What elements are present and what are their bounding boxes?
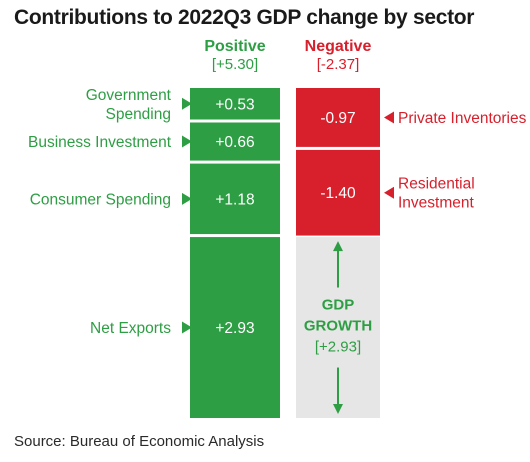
sector-label-private-inventories: Private Inventories	[398, 110, 527, 127]
bar-positive-net-exports	[190, 237, 280, 418]
growth-arrow-up-head	[333, 241, 343, 252]
bar-negative-private-inventories	[296, 88, 380, 147]
source-note: Source: Bureau of Economic Analysis	[14, 433, 265, 450]
positive-total-label: [+5.30]	[211, 56, 259, 73]
sector-label-residential-investment-line1: Residential	[398, 176, 475, 193]
growth-label-line1: GDP	[322, 297, 355, 314]
pointer-residential-investment	[384, 186, 394, 199]
pointer-private-inventories	[384, 111, 394, 124]
value-label-consumer-spending: +1.18	[215, 191, 254, 208]
growth-arrow-down-head	[333, 404, 343, 414]
growth-label-line2: GROWTH	[304, 318, 372, 335]
pointer-government-spending	[182, 97, 192, 110]
chart-title: Contributions to 2022Q3 GDP change by se…	[14, 6, 475, 29]
bar-positive-business-investment	[190, 122, 280, 161]
value-label-net-exports: +2.93	[215, 320, 254, 337]
sector-label-net-exports: Net Exports	[90, 320, 171, 337]
sector-label-consumer-spending: Consumer Spending	[30, 191, 171, 208]
sector-label-business-investment: Business Investment	[28, 134, 172, 151]
positive-header-label: Positive	[204, 38, 266, 55]
negative-column-header: Negative [-2.37]	[296, 38, 380, 74]
negative-header-label: Negative	[304, 38, 372, 55]
bar-positive-consumer-spending	[190, 163, 280, 235]
pointer-consumer-spending	[182, 192, 192, 205]
pointer-net-exports	[182, 321, 192, 334]
sector-label-government-spending-line2: Spending	[105, 106, 171, 123]
gdp-contribution-chart: +0.53 Government Spending +0.66 Business Inv…	[28, 87, 527, 418]
negative-total-label: [-2.37]	[316, 56, 360, 73]
value-label-private-inventories: -0.97	[320, 110, 355, 127]
value-label-government-spending: +0.53	[215, 96, 254, 113]
bar-negative-residential-investment	[296, 149, 380, 236]
pointer-business-investment	[182, 135, 192, 148]
value-label-residential-investment: -1.40	[320, 185, 356, 202]
value-label-business-investment: +0.66	[215, 134, 254, 151]
sector-label-government-spending-line1: Government	[86, 87, 172, 104]
bar-positive-government-spending	[190, 88, 280, 120]
positive-column-header: Positive [+5.30]	[190, 38, 280, 74]
growth-value-label: [+2.93]	[315, 339, 361, 356]
sector-label-residential-investment-line2: Investment	[398, 195, 475, 212]
